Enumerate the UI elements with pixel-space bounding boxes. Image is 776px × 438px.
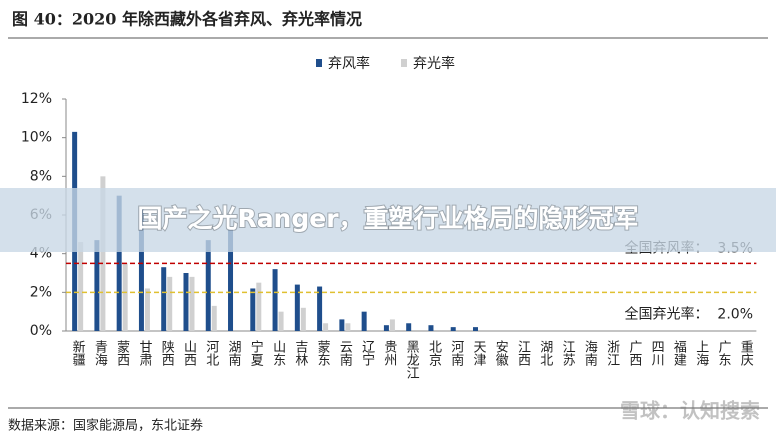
x-tick-label: 吉林: [292, 340, 308, 366]
bar: [389, 319, 395, 331]
x-tick-label: 山东: [270, 340, 286, 366]
x-tick-label: 贵州: [381, 340, 397, 366]
bar: [256, 282, 262, 331]
x-tick-label: 江苏: [560, 340, 576, 366]
bar: [94, 240, 100, 331]
y-tick-label: 0%: [30, 323, 52, 339]
x-tick-label: 湖南: [226, 340, 242, 366]
banner: [0, 188, 776, 252]
bar: [183, 273, 189, 331]
x-tick-label: 上海: [693, 340, 709, 366]
bar: [406, 323, 412, 331]
legend-label: 弃风率: [328, 55, 370, 72]
legend-swatch: [401, 59, 407, 67]
x-tick-label: 宁夏: [248, 339, 263, 366]
bar: [205, 240, 211, 331]
x-tick-label: 北京: [426, 340, 442, 366]
x-tick-label: 辽宁: [359, 340, 375, 366]
x-tick-label: 云南: [337, 340, 353, 366]
bar: [116, 195, 122, 331]
bar: [228, 228, 234, 331]
x-tick-label: 陕西: [159, 340, 175, 366]
x-tick-label: 安徽: [493, 340, 509, 366]
bar: [161, 267, 167, 331]
bar: [339, 319, 345, 331]
bar: [189, 276, 195, 331]
x-tick-label: 甘肃: [136, 340, 152, 366]
bar: [472, 327, 478, 331]
x-tick-label: 山西: [181, 340, 197, 366]
bar: [138, 207, 144, 331]
x-tick-label: 河北: [203, 340, 219, 367]
bar: [278, 311, 284, 331]
bar: [361, 311, 367, 331]
legend-label: 弃光率: [413, 55, 455, 72]
bar: [211, 305, 217, 331]
bar: [300, 307, 306, 331]
x-tick-label: 广西: [626, 340, 642, 366]
y-tick-label: 10%: [21, 130, 52, 146]
bar: [317, 286, 323, 331]
bar: [250, 288, 256, 331]
x-tick-label: 福建: [671, 340, 687, 367]
x-tick-label: 江西: [515, 340, 531, 366]
bar: [428, 325, 434, 331]
x-tick-label: 蒙西: [114, 340, 130, 366]
source: 数据来源：国家能源局，东北证券: [8, 418, 203, 434]
x-tick-label: 四川: [649, 340, 665, 366]
x-tick-label: 海南: [582, 340, 598, 366]
y-tick-label: 8%: [30, 168, 52, 184]
legend-swatch: [316, 59, 322, 67]
x-tick-label: 天津: [470, 340, 486, 366]
reference-label: 全国弃光率： 2.0%: [625, 305, 753, 322]
y-tick-label: 2%: [30, 284, 52, 300]
bar: [294, 284, 300, 331]
x-tick-label: 青海: [92, 340, 108, 366]
x-tick-label: 黑龙江: [404, 340, 420, 379]
x-tick-label: 湖北: [537, 340, 553, 367]
bar: [122, 263, 128, 331]
bar: [78, 242, 84, 331]
banner-text: 国产之光Ranger，重塑行业格局的隐形冠军: [137, 204, 638, 233]
bar: [167, 276, 173, 331]
x-tick-label: 重庆: [738, 339, 754, 366]
y-tick-label: 12%: [21, 91, 52, 107]
bar: [383, 325, 389, 331]
bar: [345, 323, 351, 331]
x-tick-label: 广东: [715, 340, 731, 366]
bar: [144, 288, 150, 331]
bar: [450, 327, 456, 331]
bar: [272, 269, 278, 331]
x-tick-label: 蒙东: [315, 340, 331, 366]
bar: [323, 323, 329, 331]
x-tick-label: 新疆: [70, 339, 86, 366]
watermark: 雪球：认知搜索: [620, 399, 760, 423]
x-tick-label: 浙江: [604, 340, 620, 366]
chart-title: 图 40：2020 年除西藏外各省弃风、弃光率情况: [12, 10, 362, 29]
x-tick-label: 河南: [448, 340, 464, 366]
bar: [100, 176, 106, 331]
